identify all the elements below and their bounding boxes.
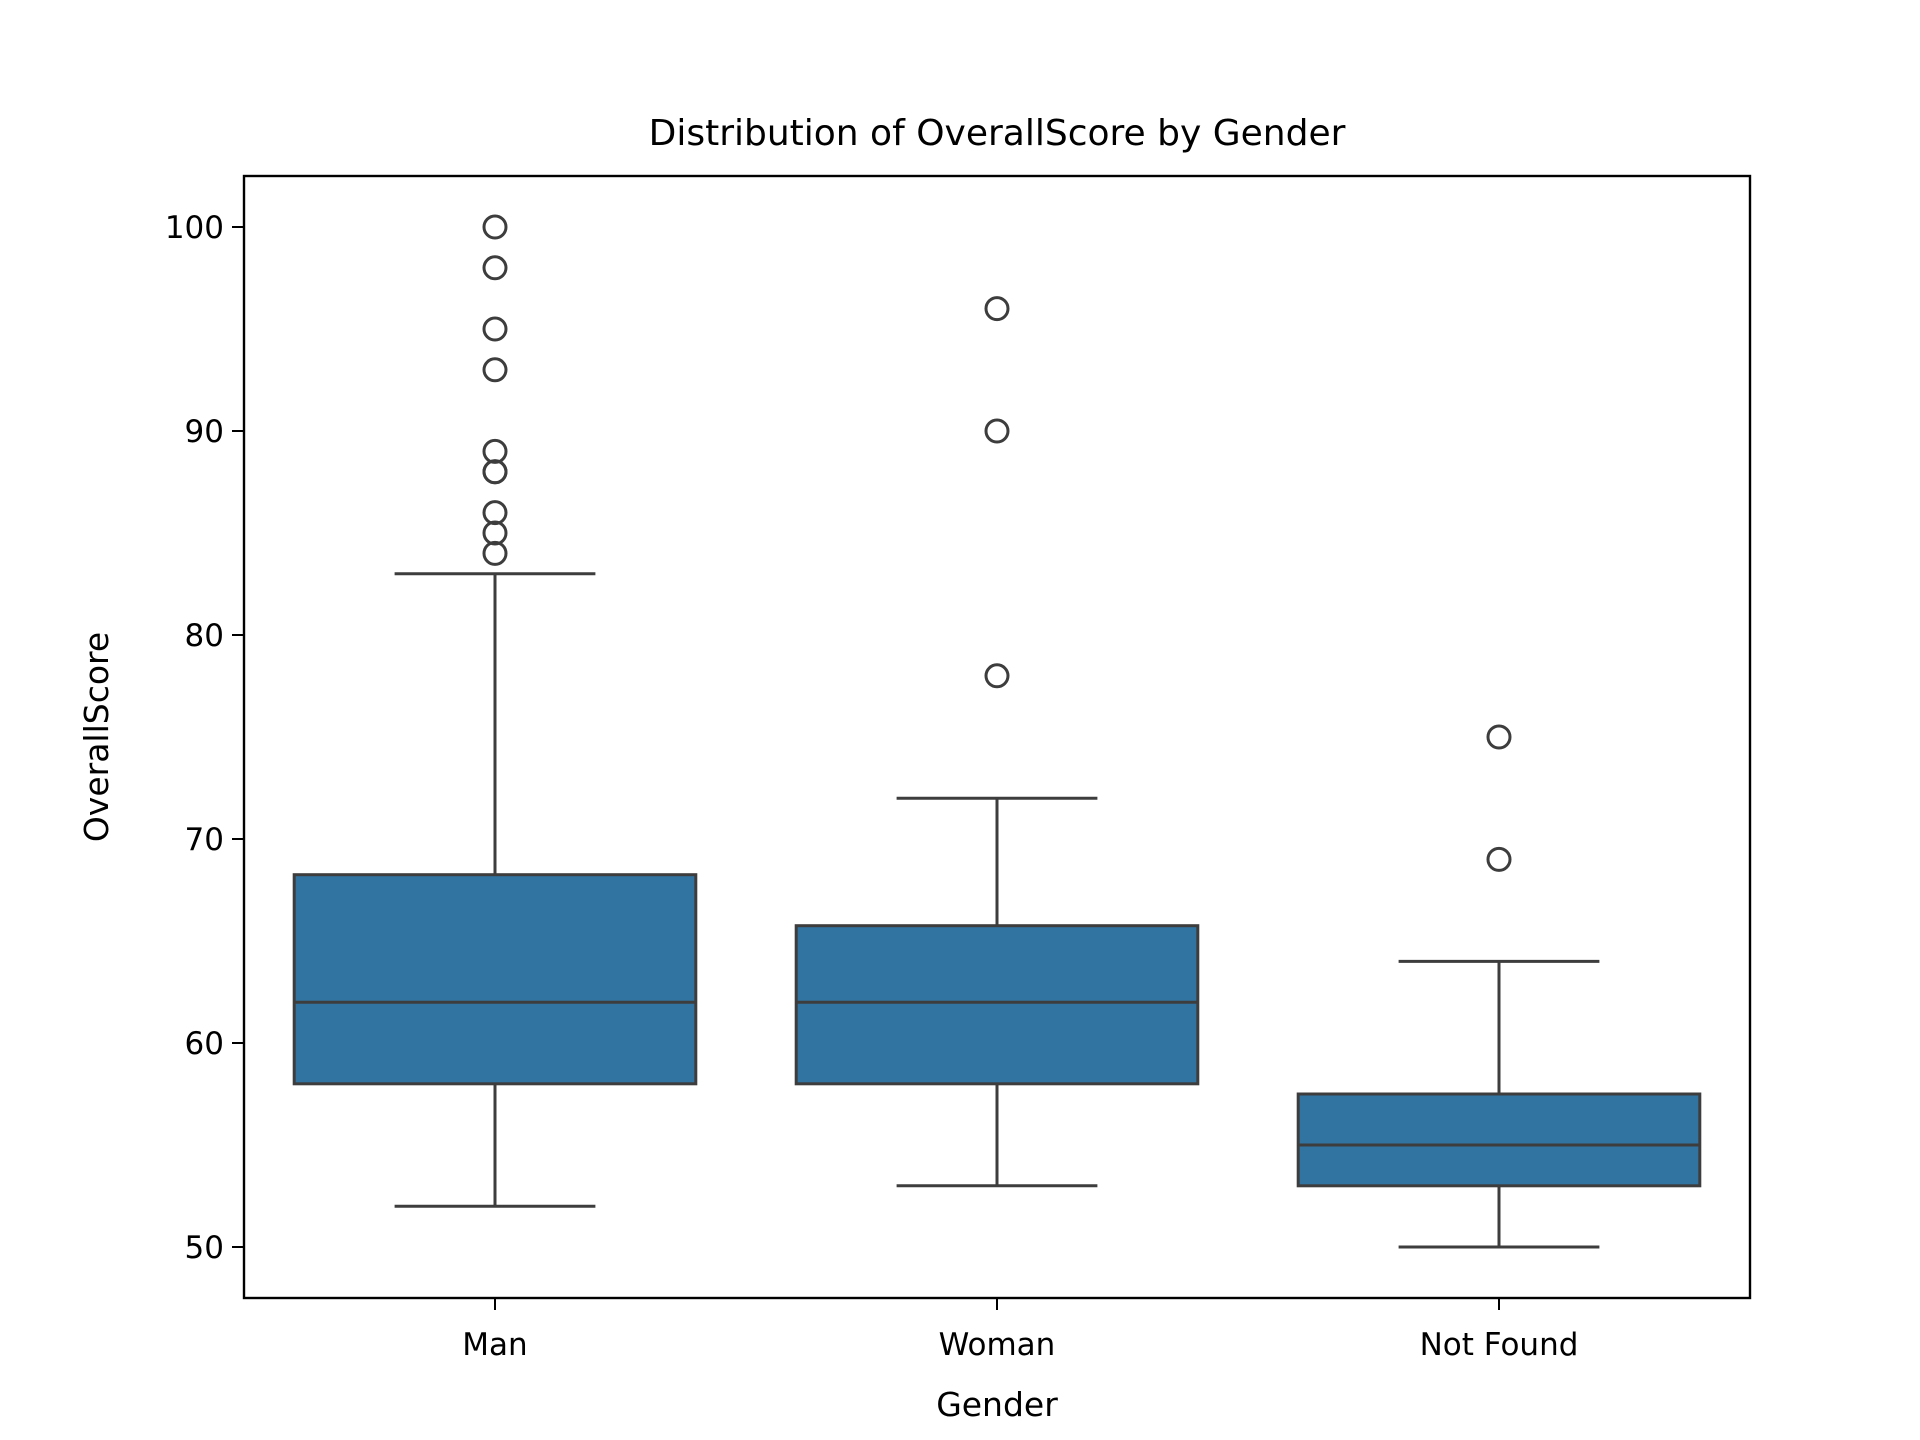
outlier-point (482, 540, 508, 566)
chart-title: Distribution of OverallScore by Gender (649, 113, 1346, 154)
outlier-point (482, 459, 508, 485)
y-tick-label: 80 (185, 618, 224, 654)
outlier-point (984, 663, 1010, 689)
x-axis: Man Woman Not Found (462, 1298, 1578, 1363)
outlier-point (1486, 846, 1512, 872)
x-axis-label: Gender (936, 1385, 1058, 1424)
y-tick-label: 50 (185, 1230, 224, 1266)
x-tick-label: Not Found (1420, 1327, 1579, 1363)
y-tick-label: 100 (165, 210, 224, 246)
box-group-man (292, 214, 698, 1208)
x-tick-label: Woman (939, 1327, 1056, 1363)
outlier-point (482, 255, 508, 281)
plot-area (292, 214, 1702, 1249)
y-tick-label: 70 (185, 822, 224, 858)
y-tick-label: 90 (185, 414, 224, 450)
y-tick-label: 60 (185, 1026, 224, 1062)
outlier-point (482, 357, 508, 383)
y-axis-label: OverallScore (77, 632, 116, 842)
outlier-point (984, 296, 1010, 322)
iqr-box (292, 873, 698, 1086)
outlier-point (482, 500, 508, 526)
iqr-box (794, 924, 1200, 1086)
outlier-point (482, 438, 508, 464)
outlier-point (482, 316, 508, 342)
iqr-box (1296, 1092, 1702, 1188)
y-axis: 50 60 70 80 90 100 (165, 210, 244, 1266)
x-tick-label: Man (462, 1327, 527, 1363)
box-group-woman (794, 296, 1200, 1188)
outlier-point (482, 520, 508, 546)
outlier-point (984, 418, 1010, 444)
outlier-point (482, 214, 508, 240)
outlier-point (1486, 724, 1512, 750)
box-group-not-found (1296, 724, 1702, 1249)
